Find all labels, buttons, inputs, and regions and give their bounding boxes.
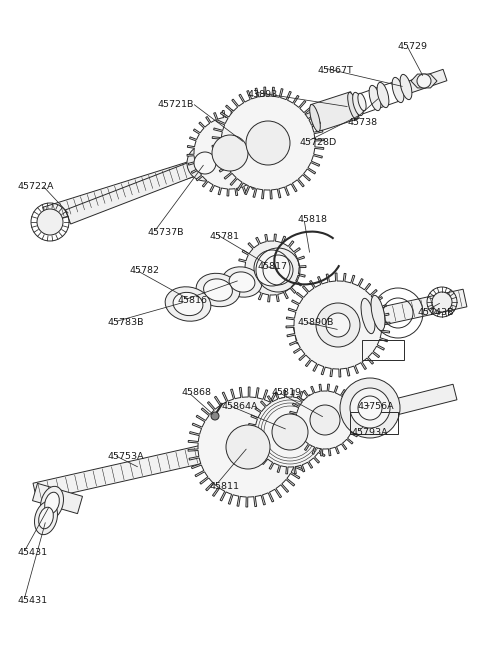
- Ellipse shape: [348, 92, 358, 120]
- Ellipse shape: [371, 295, 385, 331]
- Circle shape: [340, 378, 400, 438]
- Ellipse shape: [358, 93, 366, 111]
- Polygon shape: [188, 387, 308, 507]
- Circle shape: [37, 209, 63, 235]
- Circle shape: [226, 425, 270, 469]
- Text: 43756A: 43756A: [358, 402, 395, 411]
- Polygon shape: [187, 110, 273, 196]
- Ellipse shape: [392, 77, 404, 103]
- Polygon shape: [33, 431, 267, 501]
- Text: 45868: 45868: [182, 388, 212, 397]
- Text: 45728D: 45728D: [300, 138, 337, 147]
- Text: 45782: 45782: [130, 266, 160, 275]
- Text: 45819: 45819: [272, 388, 302, 397]
- Text: 45721B: 45721B: [158, 100, 194, 109]
- Ellipse shape: [353, 92, 363, 116]
- Ellipse shape: [196, 273, 240, 307]
- Ellipse shape: [165, 287, 211, 321]
- Ellipse shape: [229, 272, 255, 292]
- Ellipse shape: [40, 486, 63, 519]
- Text: 43893: 43893: [248, 90, 278, 99]
- Circle shape: [194, 152, 216, 174]
- Text: 45793A: 45793A: [352, 428, 389, 437]
- Ellipse shape: [361, 298, 375, 333]
- Polygon shape: [65, 161, 198, 224]
- Ellipse shape: [39, 507, 53, 529]
- Circle shape: [272, 414, 308, 450]
- Ellipse shape: [400, 75, 412, 100]
- Text: 45783B: 45783B: [108, 318, 144, 327]
- Circle shape: [187, 145, 223, 181]
- Circle shape: [246, 121, 290, 165]
- Ellipse shape: [204, 279, 232, 301]
- Text: 45737B: 45737B: [148, 228, 184, 237]
- Polygon shape: [212, 87, 324, 199]
- Text: 45818: 45818: [298, 215, 328, 224]
- Circle shape: [350, 388, 390, 428]
- Circle shape: [254, 250, 290, 286]
- Text: 45864A: 45864A: [222, 402, 259, 411]
- Ellipse shape: [310, 104, 320, 132]
- Polygon shape: [33, 483, 83, 514]
- Circle shape: [212, 135, 248, 171]
- Circle shape: [211, 412, 219, 420]
- Text: 45743B: 45743B: [418, 308, 455, 317]
- Text: 45431: 45431: [18, 548, 48, 557]
- Circle shape: [432, 292, 452, 312]
- Polygon shape: [263, 384, 457, 448]
- Polygon shape: [411, 74, 437, 88]
- Polygon shape: [289, 384, 361, 456]
- Polygon shape: [43, 160, 197, 223]
- Text: 45431: 45431: [18, 596, 48, 605]
- Circle shape: [316, 303, 360, 347]
- Ellipse shape: [35, 501, 58, 534]
- Polygon shape: [286, 273, 390, 377]
- Text: 45816: 45816: [178, 296, 208, 305]
- Polygon shape: [311, 92, 360, 131]
- Text: 45753A: 45753A: [108, 452, 144, 461]
- Ellipse shape: [222, 267, 262, 297]
- Circle shape: [310, 405, 340, 435]
- Polygon shape: [293, 290, 467, 344]
- Text: 45722A: 45722A: [18, 182, 55, 191]
- Text: 45729: 45729: [398, 42, 428, 51]
- Circle shape: [358, 396, 382, 420]
- Text: 45890B: 45890B: [298, 318, 335, 327]
- Text: 45781: 45781: [210, 232, 240, 241]
- Polygon shape: [192, 111, 318, 174]
- Circle shape: [326, 313, 350, 337]
- Text: 45817: 45817: [258, 262, 288, 271]
- Polygon shape: [248, 390, 332, 474]
- Ellipse shape: [173, 292, 203, 316]
- Text: 45738: 45738: [348, 118, 378, 127]
- Ellipse shape: [369, 85, 381, 111]
- Text: 45811: 45811: [210, 482, 240, 491]
- Circle shape: [417, 74, 431, 88]
- Ellipse shape: [45, 492, 60, 514]
- Ellipse shape: [377, 83, 389, 107]
- Polygon shape: [238, 234, 306, 302]
- Text: 45867T: 45867T: [318, 66, 354, 75]
- Polygon shape: [393, 69, 447, 98]
